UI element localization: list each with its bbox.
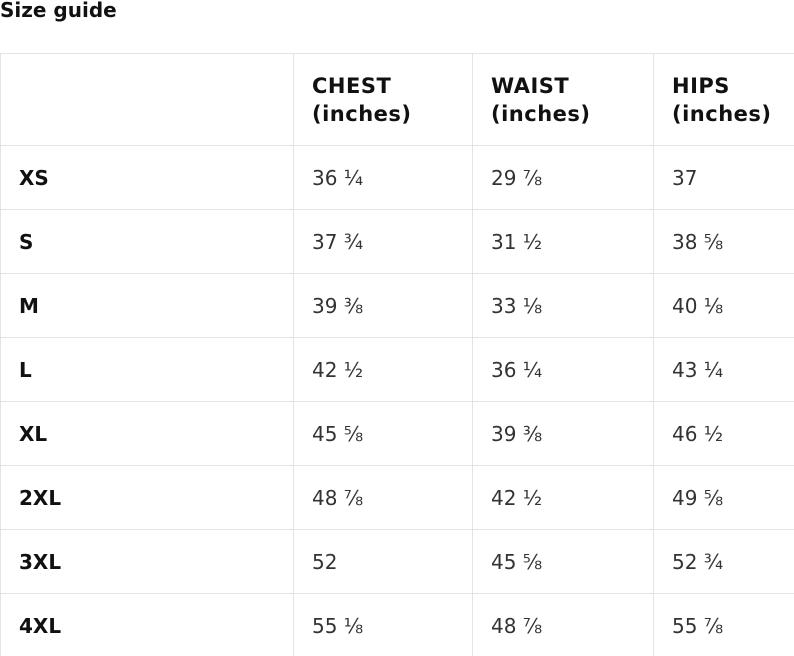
measurement: 29 ⅞	[472, 145, 654, 210]
measurement: 40 ⅛	[653, 273, 794, 338]
table-row: M 39 ⅜ 33 ⅛ 40 ⅛	[0, 273, 794, 338]
size-label: 3XL	[0, 529, 294, 594]
table-row: XS 36 ¼ 29 ⅞ 37	[0, 145, 794, 210]
measurement: 39 ⅜	[293, 273, 473, 338]
measurement: 36 ¼	[293, 145, 473, 210]
measurement: 49 ⅝	[653, 465, 794, 530]
header-text: CHEST	[312, 73, 392, 98]
measurement: 37	[653, 145, 794, 210]
size-label: XL	[0, 401, 294, 466]
size-label: L	[0, 337, 294, 402]
header-text: HIPS	[672, 73, 730, 98]
size-table: CHEST (inches) WAIST (inches) HIPS (inches) X…	[0, 53, 794, 656]
table-row: S 37 ¾ 31 ½ 38 ⅝	[0, 209, 794, 274]
measurement: 55 ⅞	[653, 593, 794, 656]
measurement: 52 ¾	[653, 529, 794, 594]
table-row: L 42 ½ 36 ¼ 43 ¼	[0, 337, 794, 402]
measurement: 38 ⅝	[653, 209, 794, 274]
measurement: 45 ⅝	[472, 529, 654, 594]
measurement: 55 ⅛	[293, 593, 473, 656]
table-row: 2XL 48 ⅞ 42 ½ 49 ⅝	[0, 465, 794, 530]
measurement: 48 ⅞	[293, 465, 473, 530]
title: Size guide	[0, 0, 117, 22]
measurement: 45 ⅝	[293, 401, 473, 466]
header-text: (inches)	[672, 101, 772, 126]
header-text: WAIST	[491, 73, 570, 98]
size-label: 4XL	[0, 593, 294, 656]
measurement: 43 ¼	[653, 337, 794, 402]
header-cell	[0, 53, 294, 146]
measurement: 36 ¼	[472, 337, 654, 402]
size-label: 2XL	[0, 465, 294, 530]
header-cell: HIPS (inches)	[653, 53, 794, 146]
measurement: 33 ⅛	[472, 273, 654, 338]
table-row: 4XL 55 ⅛ 48 ⅞ 55 ⅞	[0, 593, 794, 656]
measurement: 37 ¾	[293, 209, 473, 274]
measurement: 42 ½	[472, 465, 654, 530]
header-text: (inches)	[312, 101, 412, 126]
measurement: 46 ½	[653, 401, 794, 466]
measurement: 48 ⅞	[472, 593, 654, 656]
table-row: XL 45 ⅝ 39 ⅜ 46 ½	[0, 401, 794, 466]
size-label: S	[0, 209, 294, 274]
header-cell: CHEST (inches)	[293, 53, 473, 146]
header-text: (inches)	[491, 101, 591, 126]
table-row: 3XL 52 45 ⅝ 52 ¾	[0, 529, 794, 594]
measurement: 52	[293, 529, 473, 594]
header-row: CHEST (inches) WAIST (inches) HIPS (inches)	[0, 53, 794, 146]
size-label: M	[0, 273, 294, 338]
measurement: 31 ½	[472, 209, 654, 274]
header-cell: WAIST (inches)	[472, 53, 654, 146]
size-label: XS	[0, 145, 294, 210]
measurement: 42 ½	[293, 337, 473, 402]
measurement: 39 ⅜	[472, 401, 654, 466]
